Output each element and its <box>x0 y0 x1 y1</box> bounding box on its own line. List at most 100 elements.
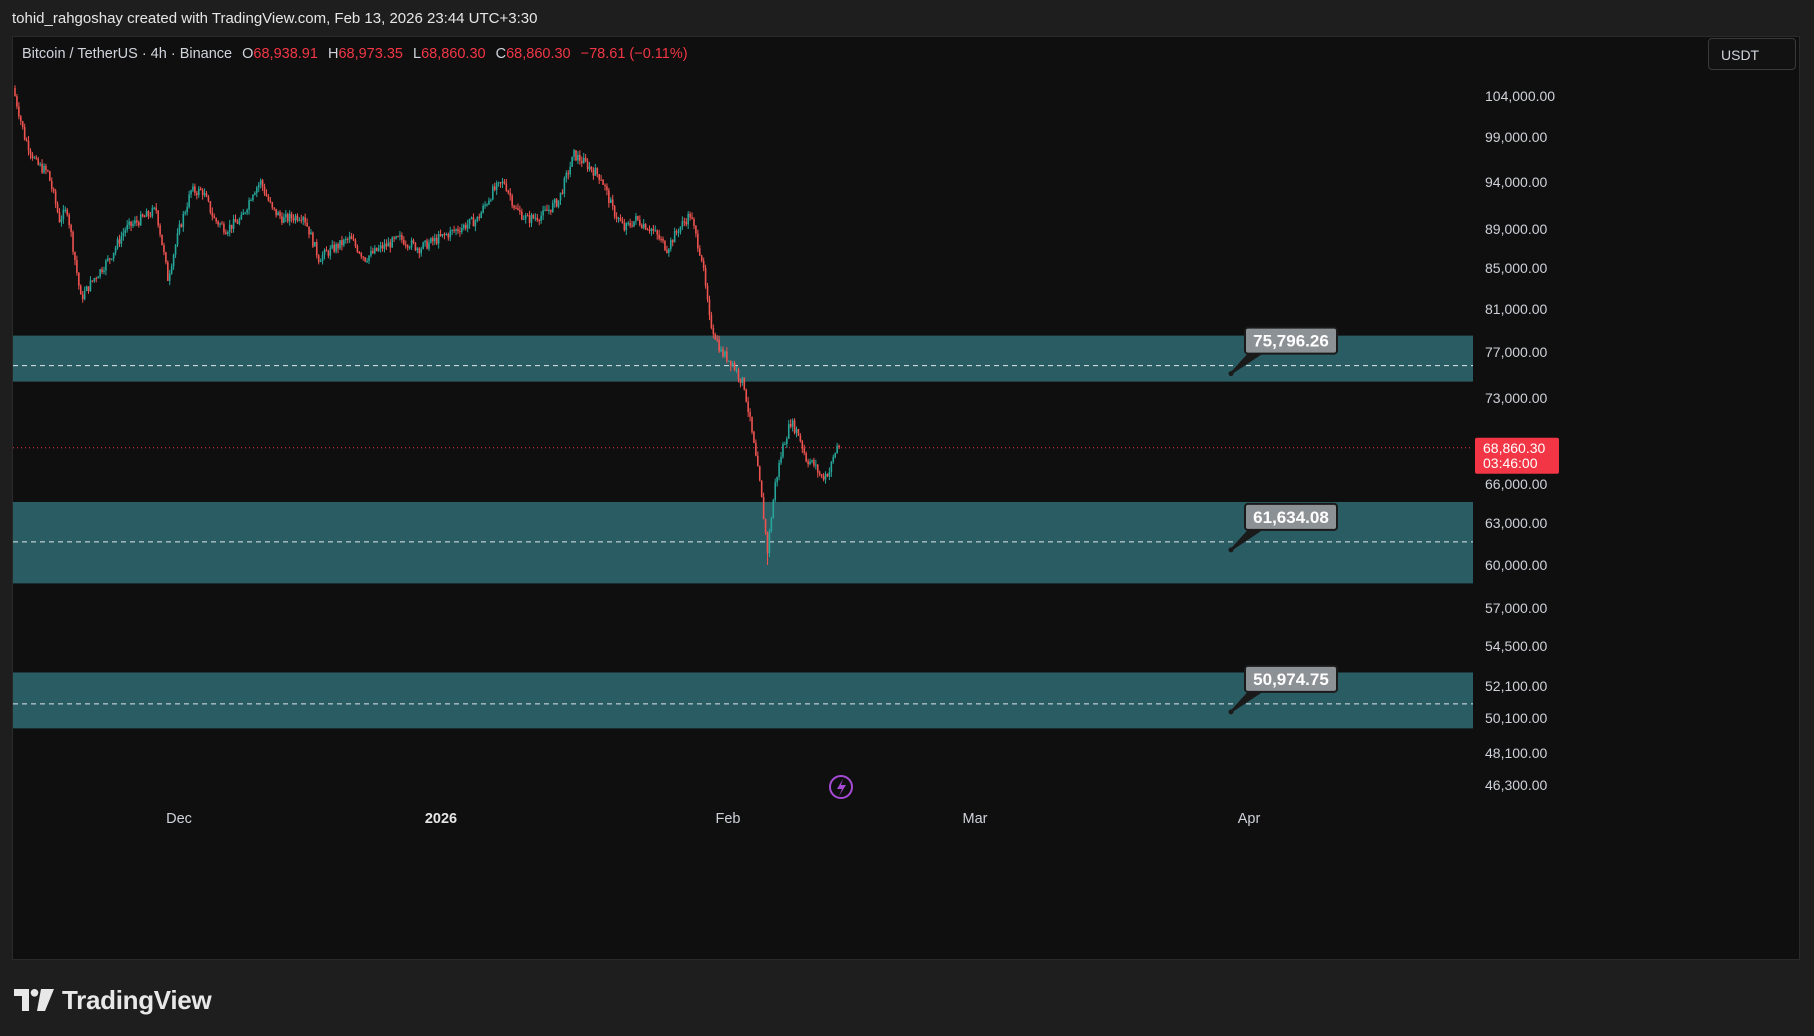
candle-body <box>139 214 142 226</box>
tradingview-logo[interactable]: TradingView <box>14 982 212 1018</box>
candle-body <box>695 225 697 234</box>
candle-body <box>697 233 699 249</box>
candle-body <box>68 214 70 226</box>
candle-body <box>461 228 463 233</box>
candle-body <box>141 214 144 217</box>
candle-body <box>387 242 390 247</box>
candle-body <box>459 231 461 233</box>
price-callout[interactable]: 75,796.26 <box>1228 326 1338 377</box>
candle-body <box>476 216 479 221</box>
y-axis-tick: 50,100.00 <box>1485 710 1547 726</box>
candle-body <box>590 166 593 171</box>
candle-body <box>281 216 283 223</box>
candle-body <box>230 224 233 229</box>
currency-selector[interactable]: USDT <box>1708 38 1796 70</box>
candle-body <box>503 181 506 184</box>
candle-body <box>824 474 827 480</box>
candle-body <box>186 207 188 213</box>
candle-body <box>478 216 481 218</box>
candle-body <box>286 214 289 222</box>
candles[interactable] <box>14 85 840 565</box>
candle-body <box>698 248 701 256</box>
support-resistance-zone[interactable] <box>13 501 1473 584</box>
candle-body <box>124 229 127 234</box>
lightning-icon[interactable] <box>829 775 853 799</box>
candle-body <box>579 154 581 161</box>
candle-body <box>126 224 128 230</box>
candle-body <box>52 189 55 192</box>
candle-body <box>83 291 86 300</box>
candle-body <box>596 168 599 175</box>
candle-body <box>315 241 318 256</box>
candle-body <box>685 221 688 225</box>
candle-body <box>252 194 254 201</box>
candle-body <box>205 193 208 197</box>
y-axis-tick: 73,000.00 <box>1485 390 1547 406</box>
price-chart[interactable]: 75,796.26 61,634.08 50,974.75 104,000.00 99,… <box>13 37 1801 961</box>
candle-body <box>99 269 101 277</box>
last-price-tag-bg <box>1475 437 1559 474</box>
candle-body <box>536 217 539 221</box>
price-callout[interactable]: 50,974.75 <box>1228 664 1338 715</box>
support-resistance-zone[interactable] <box>13 672 1473 729</box>
candle-body <box>507 190 510 193</box>
candle-body <box>704 268 707 286</box>
candle-body <box>261 180 264 187</box>
callout-label: 61,634.08 <box>1253 508 1329 527</box>
candle-body <box>393 237 395 239</box>
candle-body <box>302 217 305 221</box>
candle-body <box>360 253 363 257</box>
candle-body <box>611 199 614 207</box>
candle-body <box>153 207 156 209</box>
open-label: O <box>242 46 254 62</box>
candle-body <box>834 453 836 458</box>
candle-body <box>62 209 65 220</box>
candle-body <box>575 150 577 161</box>
candle-body <box>60 219 63 223</box>
candle-body <box>828 471 831 477</box>
symbol-title[interactable]: Bitcoin / TetherUS · 4h · Binance <box>22 46 233 62</box>
candle-body <box>66 209 69 215</box>
chart-area[interactable]: 75,796.26 61,634.08 50,974.75 104,000.00 99,… <box>12 36 1800 960</box>
candle-body <box>768 531 771 554</box>
candle-body <box>370 250 372 256</box>
candle-body <box>613 206 616 217</box>
candle-body <box>646 229 649 231</box>
candle-body <box>430 238 432 243</box>
candle-body <box>565 173 568 179</box>
candle-body <box>403 239 405 245</box>
candle-body <box>764 519 767 533</box>
candle-body <box>192 186 194 191</box>
candle-body <box>712 328 715 335</box>
candle-body <box>294 215 297 221</box>
candle-body <box>323 249 326 255</box>
candle-body <box>615 216 618 219</box>
candle-body <box>509 192 512 196</box>
candle-body <box>629 223 631 226</box>
candle-body <box>298 219 301 221</box>
candle-body <box>451 229 453 231</box>
candle-body <box>304 217 306 223</box>
candle-body <box>406 245 409 248</box>
candle-body <box>292 218 295 221</box>
candle-body <box>559 192 562 201</box>
candle-body <box>807 461 809 465</box>
y-axis-tick: 81,000.00 <box>1485 301 1547 317</box>
candle-body <box>795 429 798 433</box>
candle-body <box>78 272 80 286</box>
candle-body <box>521 211 523 220</box>
candle-body <box>93 278 96 282</box>
price-callout[interactable]: 61,634.08 <box>1228 502 1338 553</box>
candle-body <box>317 255 320 262</box>
candle-body <box>706 285 709 300</box>
candle-body <box>778 462 780 477</box>
candle-body <box>196 192 198 196</box>
candle-body <box>743 377 746 390</box>
candle-body <box>232 219 235 229</box>
candle-body <box>366 260 368 262</box>
candle-body <box>201 190 204 195</box>
candle-body <box>637 216 639 220</box>
candle-body <box>250 200 252 202</box>
candle-body <box>221 223 223 225</box>
candle-body <box>41 163 43 173</box>
